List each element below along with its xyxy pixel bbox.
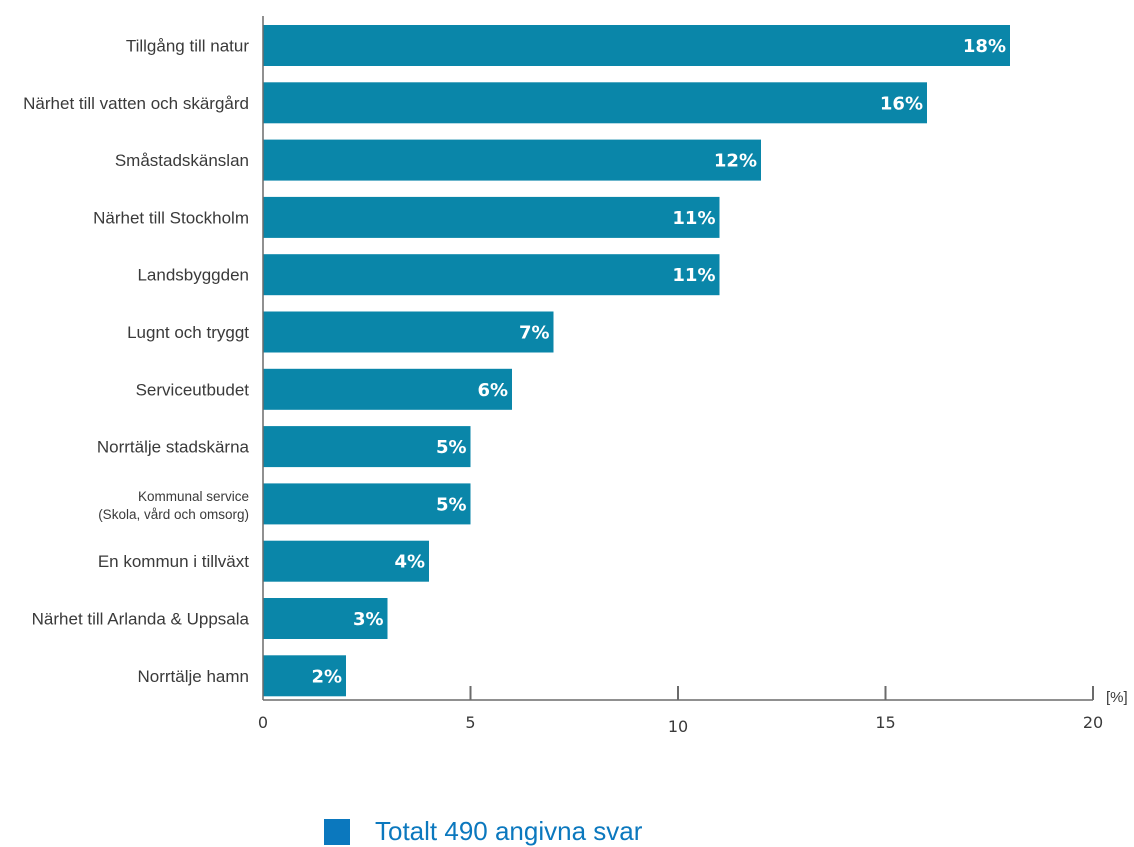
category-label: En kommun i tillväxt [98,552,249,571]
bar [263,196,720,238]
x-tick-label: 10 [668,717,688,736]
category-label: Närhet till Stockholm [93,208,249,227]
bar [263,139,761,181]
bar-value-label: 5% [436,494,467,515]
category-label: Närhet till Arlanda & Uppsala [32,610,250,629]
bars-layer: 18% 16% 12% 11% 11% 7% 6% 5% 5% 4% 3% 2% [263,25,1010,697]
bar [263,540,429,582]
category-label: Tillgång till natur [126,37,249,56]
bar-value-label: 7% [519,323,550,344]
bar-value-label: 11% [672,208,715,229]
bar [263,426,471,468]
bar [263,368,512,410]
bar [263,311,554,353]
bar [263,655,346,697]
x-axis: 0 5 10 15 20 [258,16,1103,736]
bar [263,254,720,296]
bar-value-label: 6% [477,380,508,401]
bar [263,598,388,639]
x-axis-unit-label: [%] [1106,689,1128,706]
bar-value-label: 16% [880,93,923,114]
category-label: Lugnt och tryggt [127,323,249,342]
category-label: Landsbyggden [137,266,249,285]
x-tick-label: 0 [258,713,268,732]
category-label: Serviceutbudet [136,380,250,399]
bar-value-label: 5% [436,437,467,458]
legend-swatch [324,818,350,845]
bar-value-label: 12% [714,151,757,172]
bar-value-label: 2% [311,666,342,687]
category-label: Kommunal service (Skola, vård och omsorg) [98,489,249,522]
bar-value-label: 11% [672,265,715,286]
legend: Totalt 490 angivna svar [324,816,642,847]
x-tick-label: 20 [1083,713,1103,732]
bar-value-label: 18% [963,36,1006,57]
category-label: Norrtälje hamn [138,667,250,686]
category-label: Småstadskänslan [115,151,249,170]
legend-label: Totalt 490 angivna svar [375,816,643,846]
x-tick-label: 5 [465,713,475,732]
bar-value-label: 3% [353,609,384,630]
category-labels-layer: Tillgång till natur Närhet till vatten oc… [23,37,249,686]
bar [263,483,471,525]
x-tick-label: 15 [875,713,895,732]
bar [263,25,1010,66]
category-label: Närhet till vatten och skärgård [23,94,249,113]
bar-chart: 18% 16% 12% 11% 11% 7% 6% 5% 5% 4% 3% 2% Tillgång t… [23,16,1128,736]
category-label: Norrtälje stadskärna [97,438,250,457]
bar-value-label: 4% [394,552,425,573]
bar [263,82,927,124]
